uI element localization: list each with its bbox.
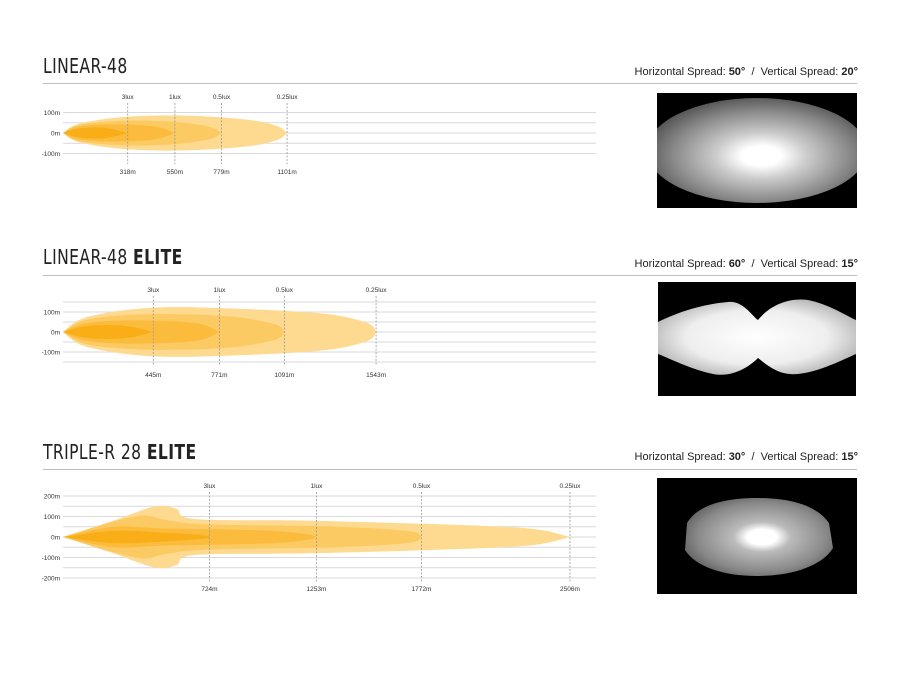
y-tick-label: 100m bbox=[44, 514, 60, 521]
y-tick-label: 0m bbox=[51, 330, 60, 337]
isolux-contour-3 bbox=[63, 325, 154, 339]
v-label: Vertical Spread: bbox=[760, 66, 839, 78]
y-tick-label: -100m bbox=[42, 350, 60, 357]
y-tick-label: 0m bbox=[51, 535, 60, 542]
isolux-contour-3 bbox=[63, 530, 210, 544]
v-value: 15° bbox=[841, 451, 858, 463]
divider bbox=[43, 469, 857, 470]
title-name: TRIPLE-R 28 bbox=[43, 440, 142, 464]
title-name: LINEAR-48 bbox=[43, 54, 128, 78]
y-tick-label: 200m bbox=[44, 494, 60, 501]
h-label: Horizontal Spread: bbox=[634, 66, 726, 78]
distance-label: 1091m bbox=[274, 372, 294, 379]
divider bbox=[43, 275, 857, 276]
spread-info: Horizontal Spread: 60° / Vertical Spread… bbox=[635, 258, 858, 270]
lux-label: 0.25lux bbox=[366, 287, 388, 294]
chart-title-linear-48: LINEAR-48 bbox=[43, 54, 128, 78]
lux-label: 3lux bbox=[203, 483, 216, 490]
distance-label: 1543m bbox=[366, 372, 386, 379]
lux-label: 1lux bbox=[169, 94, 182, 101]
v-label: Vertical Spread: bbox=[760, 258, 839, 270]
y-tick-label: -100m bbox=[42, 555, 60, 562]
distance-label: 1772m bbox=[412, 586, 432, 593]
lux-label: 0.25lux bbox=[559, 483, 581, 490]
v-value: 15° bbox=[841, 258, 858, 270]
h-label: Horizontal Spread: bbox=[634, 451, 726, 463]
distance-label: 2506m bbox=[560, 586, 580, 593]
lux-label: 1lux bbox=[311, 483, 324, 490]
title-name: LINEAR-48 bbox=[43, 245, 128, 269]
spread-info: Horizontal Spread: 30° / Vertical Spread… bbox=[635, 451, 858, 463]
lux-label: 3lux bbox=[122, 94, 135, 101]
distance-label: 724m bbox=[201, 586, 217, 593]
v-label: Vertical Spread: bbox=[760, 451, 839, 463]
sep: / bbox=[751, 66, 755, 78]
beam-photo-triple-r-28-elite bbox=[657, 478, 857, 594]
y-tick-label: 100m bbox=[44, 310, 60, 317]
distance-label: 550m bbox=[167, 169, 183, 176]
title-suffix: ELITE bbox=[133, 245, 183, 269]
v-value: 20° bbox=[841, 66, 858, 78]
distance-label: 318m bbox=[120, 169, 136, 176]
distance-label: 445m bbox=[145, 372, 161, 379]
chart-title-triple-r-28-elite: TRIPLE-R 28 ELITE bbox=[43, 440, 197, 464]
divider bbox=[43, 83, 857, 84]
lux-label: 3lux bbox=[147, 287, 160, 294]
isolux-contour-3 bbox=[63, 127, 128, 139]
y-tick-label: -100m bbox=[42, 151, 60, 158]
sep: / bbox=[751, 258, 755, 270]
y-tick-label: 0m bbox=[51, 131, 60, 138]
distance-label: 1101m bbox=[277, 169, 296, 176]
distance-label: 771m bbox=[211, 372, 227, 379]
lux-label: 1lux bbox=[213, 287, 226, 294]
beam-photo-linear-48 bbox=[657, 93, 857, 208]
h-value: 30° bbox=[728, 451, 746, 463]
spread-info: Horizontal Spread: 50° / Vertical Spread… bbox=[635, 66, 858, 78]
title-suffix: ELITE bbox=[146, 440, 197, 464]
lux-label: 0.25lux bbox=[277, 94, 299, 101]
sep: / bbox=[751, 451, 755, 463]
h-label: Horizontal Spread: bbox=[634, 258, 726, 270]
h-value: 60° bbox=[728, 258, 746, 270]
y-tick-label: -200m bbox=[42, 576, 60, 583]
distance-label: 1253m bbox=[307, 586, 327, 593]
chart-title-linear-48-elite: LINEAR-48 ELITE bbox=[43, 245, 183, 269]
beam-photo-linear-48-elite bbox=[658, 282, 856, 396]
distance-label: 779m bbox=[213, 169, 229, 176]
y-tick-label: 100m bbox=[44, 110, 60, 117]
lux-label: 0.5lux bbox=[413, 483, 431, 490]
lux-label: 0.5lux bbox=[276, 287, 294, 294]
lux-label: 0.5lux bbox=[213, 94, 231, 101]
h-value: 50° bbox=[728, 66, 746, 78]
